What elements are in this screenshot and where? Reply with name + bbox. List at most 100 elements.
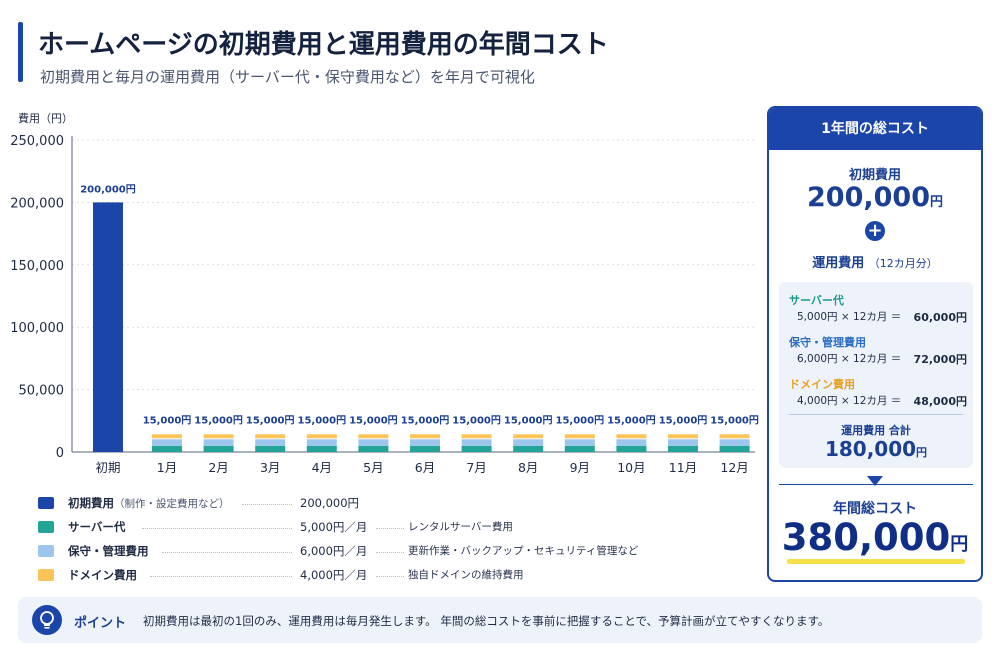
legend-value: 5,000円／月 xyxy=(300,520,368,534)
bar-segment xyxy=(564,434,595,439)
y-tick-label: 200,000 xyxy=(10,196,64,211)
y-axis-label: 費用（円） xyxy=(18,111,73,125)
y-tick-label: 50,000 xyxy=(19,384,65,399)
bar-segment xyxy=(616,445,647,452)
bar-segment xyxy=(255,445,286,452)
bar-segment xyxy=(203,434,234,439)
stacked-bar-chart: 費用（円） 0 50,000 100,000 150,000 200,000 250,000… xyxy=(10,111,759,475)
y-tick-label: 250,000 xyxy=(10,134,64,149)
breakdown-name-server: サーバー代 xyxy=(789,294,844,307)
running-total-label: 運用費用 合計 xyxy=(841,424,911,437)
legend-item-domain: ドメイン費用 4,000円／月 独自ドメインの維持費用 xyxy=(38,566,738,584)
page-subtitle: 初期費用と毎月の運用費用（サーバー代・保守費用など）を年月で可視化 xyxy=(40,68,535,86)
breakdown-divider xyxy=(789,414,963,415)
plus-icon: + xyxy=(865,221,885,241)
bar-segment xyxy=(306,434,337,439)
breakdown-result-maintenance: 72,000円 xyxy=(913,353,967,366)
x-tick-label: 7月 xyxy=(466,460,486,475)
down-arrow-icon xyxy=(867,476,883,486)
y-tick-label: 0 xyxy=(56,446,64,461)
legend-swatch-server xyxy=(38,521,54,533)
legend-value: 4,000円／月 xyxy=(300,568,368,582)
x-tick-label: 8月 xyxy=(518,460,538,475)
legend-item-maintenance: 保守・管理費用 6,000円／月 更新作業・バックアップ・セキュリティ管理など xyxy=(38,542,738,560)
bar-segment xyxy=(152,439,182,446)
bar-segment xyxy=(410,439,440,446)
bar-segment xyxy=(93,202,123,452)
legend-value: 200,000円 xyxy=(300,496,360,510)
x-tick-label: 1月 xyxy=(157,460,177,475)
bar-segment xyxy=(358,439,389,446)
bar-segment xyxy=(152,445,182,452)
breakdown-result-domain: 48,000円 xyxy=(913,395,967,408)
data-label: 15,000円 xyxy=(556,414,605,426)
running-cost-label: 運用費用 （12カ月分） xyxy=(812,256,938,271)
data-label: 15,000円 xyxy=(143,414,192,426)
x-tick-label: 2月 xyxy=(208,460,228,475)
breakdown-result-server: 60,000円 xyxy=(913,311,967,324)
legend-name: サーバー代 xyxy=(68,520,126,534)
legend-value: 6,000円／月 xyxy=(300,544,368,558)
data-label: 15,000円 xyxy=(194,414,243,426)
y-tick-label: 100,000 xyxy=(10,321,64,336)
x-tick-label: 3月 xyxy=(260,460,280,475)
annual-total-value: 380,000円 xyxy=(781,516,969,559)
legend-name: ドメイン費用 xyxy=(68,568,137,582)
legend-item-initial: 初期費用（制作・設定費用など） 200,000円 xyxy=(38,494,738,512)
legend-name: 保守・管理費用 xyxy=(68,544,149,558)
x-tick-label: 12月 xyxy=(720,460,748,475)
bar-segment xyxy=(203,439,234,446)
breakdown-formula-domain: 4,000円 × 12カ月 ＝ xyxy=(797,395,902,407)
page-title: ホームページの初期費用と運用費用の年間コスト xyxy=(38,30,609,60)
bar-segment xyxy=(255,434,286,439)
initial-cost-label: 初期費用 xyxy=(848,168,901,183)
legend-name: 初期費用（制作・設定費用など） xyxy=(68,496,230,510)
bar-segment xyxy=(358,445,389,452)
x-tick-label: 10月 xyxy=(617,460,645,475)
bar-segment xyxy=(152,434,182,439)
bar-segment xyxy=(461,445,492,452)
point-text: 初期費用は最初の1回のみ、運用費用は毎月発生します。 年間の総コストを事前に把握… xyxy=(143,614,830,628)
running-cost-breakdown: サーバー代 5,000円 × 12カ月 ＝ 60,000円 保守・管理費用 6,… xyxy=(779,282,973,468)
bar-segment xyxy=(564,445,595,452)
breakdown-formula-maintenance: 6,000円 × 12カ月 ＝ xyxy=(797,353,902,365)
data-label: 15,000円 xyxy=(246,414,295,426)
bar-segment xyxy=(513,434,544,439)
data-label: 200,000円 xyxy=(80,183,136,195)
bar-segment xyxy=(306,439,337,446)
total-highlight xyxy=(787,559,965,564)
bar-segment xyxy=(255,439,286,446)
data-label: 15,000円 xyxy=(349,414,398,426)
bar-segment xyxy=(668,445,698,452)
x-tick-label: 9月 xyxy=(570,460,590,475)
bar-segment xyxy=(616,439,647,446)
running-total-value: 180,000円 xyxy=(824,437,928,461)
lightbulb-icon xyxy=(32,605,62,635)
bar-segment xyxy=(203,445,234,452)
breakdown-name-maintenance: 保守・管理費用 xyxy=(789,336,866,349)
x-tick-label: 5月 xyxy=(363,460,383,475)
y-tick-label: 150,000 xyxy=(10,259,64,274)
data-label: 15,000円 xyxy=(452,414,501,426)
legend-description: 独自ドメインの維持費用 xyxy=(408,569,524,581)
bar-segment xyxy=(461,439,492,446)
bar-segment xyxy=(616,434,647,439)
bar-segment xyxy=(719,445,750,452)
x-tick-label: 初期 xyxy=(95,460,120,475)
data-label: 15,000円 xyxy=(710,414,759,426)
legend-description: 更新作業・バックアップ・セキュリティ管理など xyxy=(408,545,639,557)
point-label: ポイント xyxy=(74,616,127,631)
bar-segment xyxy=(513,439,544,446)
point-callout: ポイント 初期費用は最初の1回のみ、運用費用は毎月発生します。 年間の総コストを… xyxy=(18,597,982,643)
breakdown-name-domain: ドメイン費用 xyxy=(789,378,855,391)
bar-segment xyxy=(668,434,698,439)
legend-item-server: サーバー代 5,000円／月 レンタルサーバー費用 xyxy=(38,518,738,536)
panel-title: 1年間の総コスト xyxy=(769,108,981,150)
breakdown-formula-server: 5,000円 × 12カ月 ＝ xyxy=(797,311,902,323)
bar-segment xyxy=(358,434,389,439)
bar-segment xyxy=(668,439,698,446)
data-label: 15,000円 xyxy=(504,414,553,426)
bar-segment xyxy=(461,434,492,439)
x-tick-label: 4月 xyxy=(312,460,332,475)
annual-cost-panel: 1年間の総コスト 初期費用 200,000円 + 運用費用 （12カ月分） サー… xyxy=(767,106,983,582)
